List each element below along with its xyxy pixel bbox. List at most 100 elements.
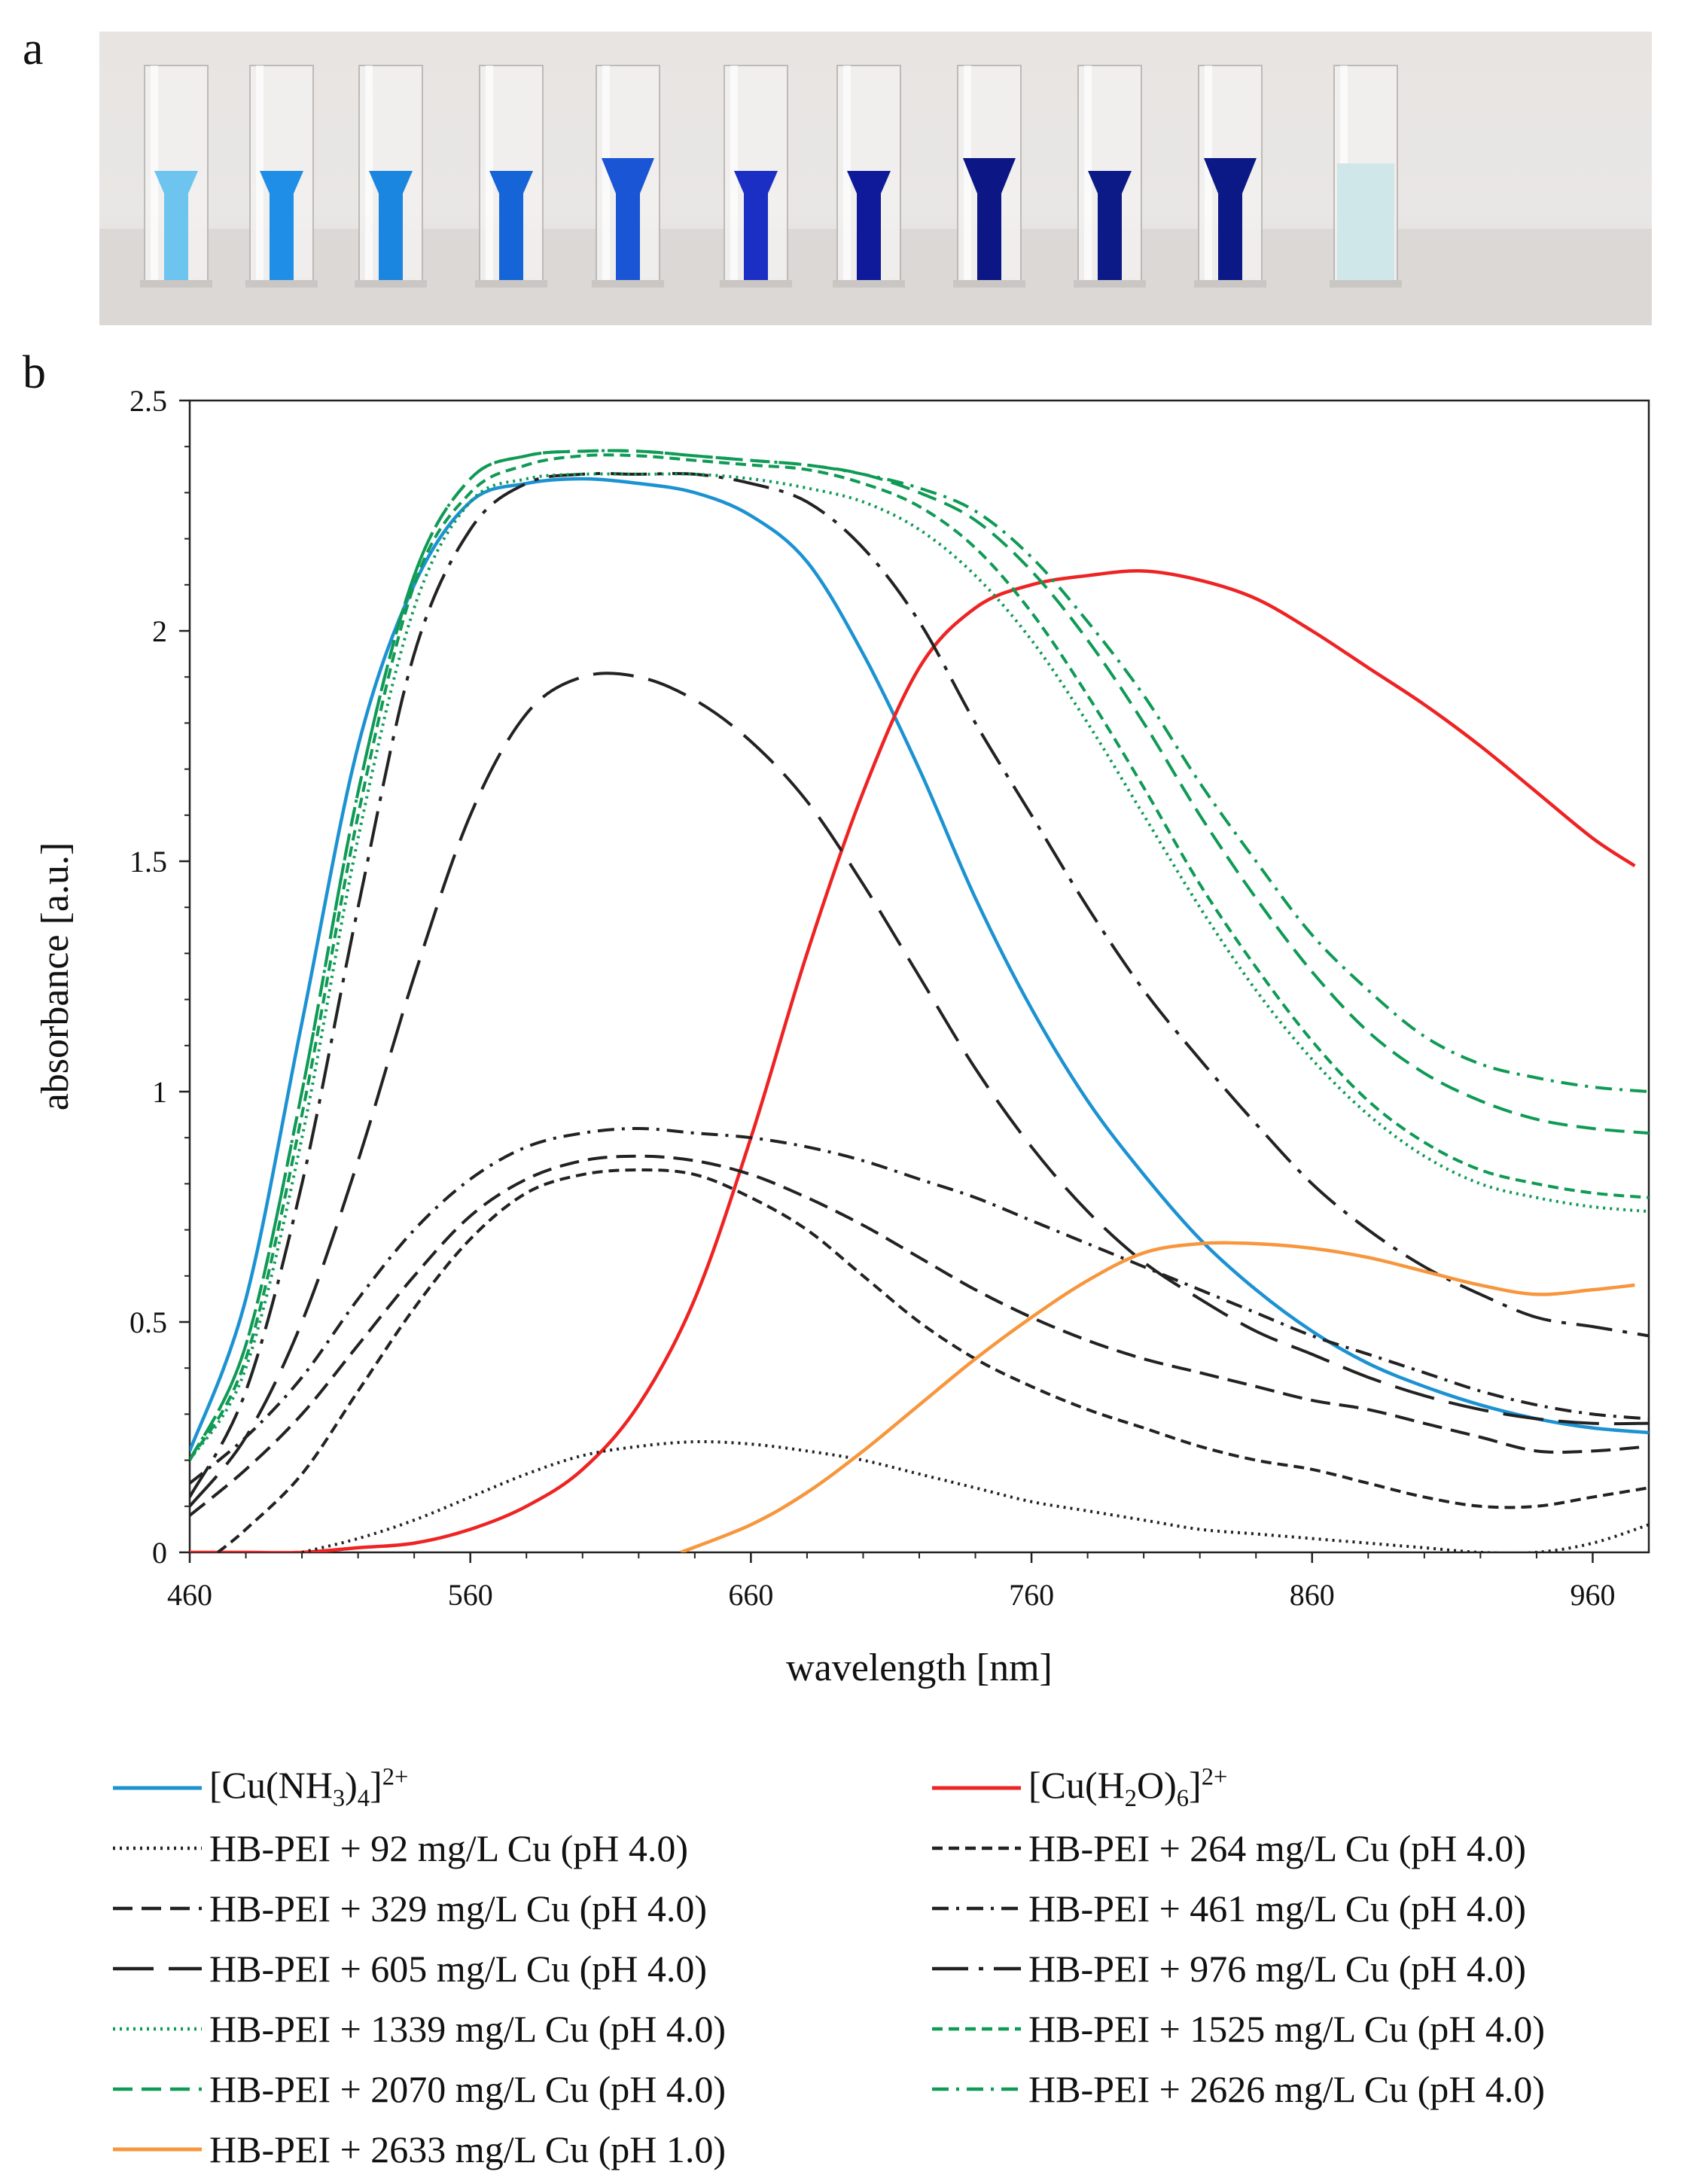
legend-label: HB-PEI + 605 mg/L Cu (pH 4.0) [209,1948,708,1990]
series-line [680,1241,1635,1552]
cuvette-liquid [1088,171,1132,280]
legend-label: HB-PEI + 461 mg/L Cu (pH 4.0) [1028,1887,1527,1930]
x-tick-label: 460 [167,1578,212,1612]
series-line [190,449,1649,1461]
cuvette-liquid [1204,158,1257,280]
cuvette [1194,65,1266,288]
cuvette-base [833,280,905,288]
legend-swatch [932,1906,1021,1911]
legend-label: HB-PEI + 2070 mg/L Cu (pH 4.0) [209,2068,727,2110]
cuvette [833,65,905,288]
x-tick-label: 760 [1009,1578,1054,1612]
cuvette-liquid [602,158,654,280]
series-line [190,1126,1649,1485]
cuvette [355,65,427,288]
series-line [301,1440,1649,1552]
legend-label: HB-PEI + 1339 mg/L Cu (pH 4.0) [209,2008,727,2050]
cuvette [720,65,792,288]
y-tick-label: 0.5 [129,1305,167,1339]
absorbance-chart: 0 0.5 1 1.5 2 2.5 460 560 660 760 860 960 wavelength… [0,376,1700,1735]
legend-item: HB-PEI + 264 mg/L Cu (pH 4.0) [932,1818,1526,1878]
series-line [190,1154,1649,1517]
legend-swatch [932,1846,1021,1850]
y-tick-label: 2.5 [129,384,167,418]
cuvette-liquid [1337,163,1394,282]
legend-swatch [113,1846,202,1850]
legend-item: [Cu(H2O)6]2+ [932,1758,1227,1818]
cuvette-base [953,280,1025,288]
panel-label-b: b [23,347,46,398]
y-tick-label: 1 [152,1075,167,1109]
legend-swatch [113,1786,202,1790]
legend-swatch [113,1966,202,1971]
legend-swatch [932,2027,1021,2031]
cuvette-liquid [734,171,778,280]
cuvette [140,65,212,288]
cuvette-liquid [260,171,303,280]
legend-label: [Cu(NH3)4]2+ [209,1763,409,1812]
cuvette-base [355,280,427,288]
cuvette-liquid [369,171,413,280]
legend-swatch [932,2087,1021,2091]
cuvette [1074,65,1146,288]
cuvette-liquid [963,158,1016,280]
legend-item: HB-PEI + 92 mg/L Cu (pH 4.0) [113,1818,688,1878]
cuvette-liquid [847,171,891,280]
y-tick-label: 2 [152,614,167,648]
legend-item: HB-PEI + 461 mg/L Cu (pH 4.0) [932,1878,1526,1939]
legend-swatch [113,2147,202,2152]
series-line [190,453,1649,1461]
legend-item: HB-PEI + 2070 mg/L Cu (pH 4.0) [113,2059,726,2119]
legend-swatch [932,1786,1021,1790]
legend-label: HB-PEI + 1525 mg/L Cu (pH 4.0) [1028,2008,1546,2050]
y-axis-label: absorbance [a.u.] [34,842,77,1111]
y-tick-label: 0 [152,1536,167,1570]
legend-item: HB-PEI + 2626 mg/L Cu (pH 4.0) [932,2059,1545,2119]
legend-swatch [113,2087,202,2091]
legend-label: HB-PEI + 264 mg/L Cu (pH 4.0) [1028,1827,1527,1869]
chart-svg: 0 0.5 1 1.5 2 2.5 460 560 660 760 860 960 wavelength… [34,384,1650,1689]
cuvette [1330,65,1402,288]
cuvette [245,65,318,288]
cuvette-base [475,280,547,288]
legend-swatch [113,2027,202,2031]
panel-label-a: a [23,23,44,75]
cuvette-liquid [489,171,533,280]
cuvette-base [245,280,318,288]
cuvette [953,65,1025,288]
legend-label: HB-PEI + 2633 mg/L Cu (pH 1.0) [209,2128,727,2170]
cuvette [475,65,547,288]
cuvette-base [720,280,792,288]
photo-svg [99,32,1652,325]
x-tick-label: 660 [728,1578,773,1612]
cuvette [592,65,664,288]
series-line [190,477,1649,1452]
legend-swatch [113,1906,202,1911]
x-tick-label: 960 [1570,1578,1615,1612]
legend-label: HB-PEI + 976 mg/L Cu (pH 4.0) [1028,1948,1527,1990]
chart-legend: [Cu(NH3)4]2+ [Cu(H2O)6]2+ HB-PEI + 92 mg/L… [113,1758,1679,2179]
legend-label: HB-PEI + 2626 mg/L Cu (pH 4.0) [1028,2068,1546,2110]
series-line [217,1168,1649,1552]
series-line [190,672,1649,1508]
legend-label: HB-PEI + 329 mg/L Cu (pH 4.0) [209,1887,708,1930]
x-axis-label: wavelength [nm] [786,1646,1053,1689]
cuvette-base [1330,280,1402,288]
legend-item: HB-PEI + 2633 mg/L Cu (pH 1.0) [113,2119,726,2179]
series-line [190,472,1649,1461]
cuvette-base [140,280,212,288]
cuvette-base [592,280,664,288]
legend-swatch [932,1966,1021,1971]
legend-item: HB-PEI + 1525 mg/L Cu (pH 4.0) [932,1999,1545,2059]
series-line [190,472,1649,1498]
cuvette-liquid [154,171,198,280]
y-tick-label: 1.5 [129,845,167,879]
cuvette-base [1074,280,1146,288]
x-tick-label: 860 [1290,1578,1335,1612]
legend-item: [Cu(NH3)4]2+ [113,1758,408,1818]
legend-item: HB-PEI + 1339 mg/L Cu (pH 4.0) [113,1999,726,2059]
legend-item: HB-PEI + 976 mg/L Cu (pH 4.0) [932,1939,1526,1999]
legend-item: HB-PEI + 329 mg/L Cu (pH 4.0) [113,1878,707,1939]
cuvette-photo [99,32,1652,325]
x-tick-label: 560 [448,1578,493,1612]
